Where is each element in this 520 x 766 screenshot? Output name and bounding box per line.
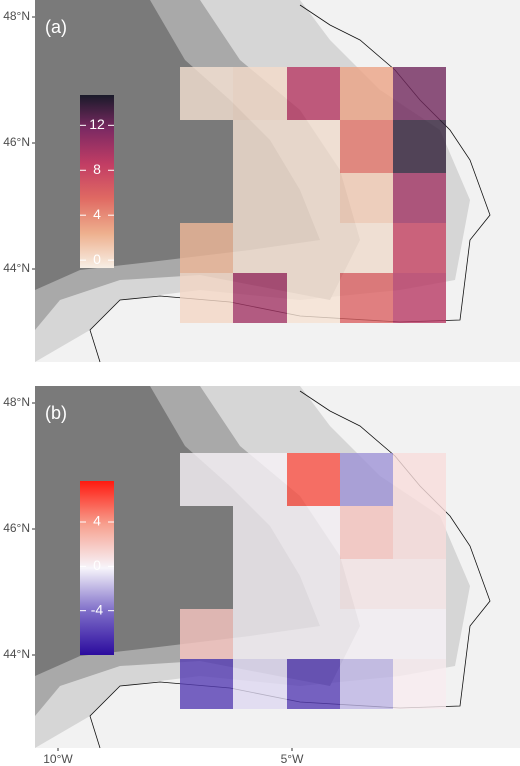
coastline — [89, 390, 491, 749]
grid-cell — [233, 120, 287, 173]
grid-cell — [233, 659, 287, 709]
grid-cell — [180, 659, 233, 709]
grid-cell — [393, 453, 446, 506]
colorbar-tick-label: 4 — [93, 206, 101, 222]
lat-tick-label: 48°N — [3, 395, 30, 409]
colorbar-tick-label: 0 — [93, 557, 101, 573]
grid-cell — [393, 223, 446, 273]
colorbar-bar — [80, 95, 114, 268]
panel-label: (a) — [45, 17, 67, 37]
grid-cell — [393, 67, 446, 120]
grid-cell — [180, 223, 233, 273]
grid-cell — [340, 506, 393, 559]
grid-cell — [180, 609, 233, 659]
colorbar: -4 0 4 — [80, 481, 114, 655]
grid-cell — [287, 173, 340, 223]
lat-tick-label: 44°N — [3, 261, 30, 275]
lon-tick-label: 5°W — [281, 752, 304, 766]
grid-cell — [233, 559, 287, 609]
grid-cell — [393, 120, 446, 173]
grid-cell — [393, 609, 446, 659]
grid-cell — [340, 67, 393, 120]
colorbar-bar — [80, 481, 114, 655]
lat-tick-label: 44°N — [3, 647, 30, 661]
grid-cell — [180, 453, 233, 506]
grid-cell — [340, 273, 393, 323]
grid-cell — [287, 559, 340, 609]
grid-cell — [340, 609, 393, 659]
grid-cell — [340, 173, 393, 223]
grid-cell — [340, 453, 393, 506]
grid-cell — [393, 506, 446, 559]
grid-cell — [340, 120, 393, 173]
colorbar-tick-label: 8 — [93, 161, 101, 177]
lon-tick-label: 10°W — [43, 752, 73, 766]
grid-cell — [287, 609, 340, 659]
map-panel: (b) — [35, 386, 520, 749]
colorbar-tick-label: 12 — [89, 116, 105, 132]
colorbar-tick-label: 4 — [93, 513, 101, 529]
colorbar-tick-label: 0 — [93, 251, 101, 267]
grid-cell — [233, 609, 287, 659]
lat-tick-label: 48°N — [3, 9, 30, 23]
panel-label: (b) — [45, 403, 67, 423]
grid-cell — [340, 559, 393, 609]
grid-cell — [233, 173, 287, 223]
grid-cell — [340, 223, 393, 273]
grid-cell — [287, 273, 340, 323]
grid-cell — [287, 506, 340, 559]
grid-cell — [180, 273, 233, 323]
grid-cell — [287, 223, 340, 273]
colorbar-tick-label: -4 — [91, 601, 104, 617]
grid-cell — [393, 659, 446, 709]
coastline — [89, 4, 491, 363]
grid-cell — [393, 559, 446, 609]
grid-cell — [340, 659, 393, 709]
colorbar: 0 4 8 12 — [80, 95, 114, 268]
grid-cell — [287, 453, 340, 506]
grid-cell — [180, 67, 233, 120]
grid-cell — [287, 120, 340, 173]
grid-cell — [233, 273, 287, 323]
grid-cell — [393, 173, 446, 223]
grid-cell — [233, 453, 287, 506]
grid-cell — [233, 223, 287, 273]
lat-tick-label: 46°N — [3, 521, 30, 535]
grid-cell — [233, 67, 287, 120]
grid-cell — [287, 67, 340, 120]
grid-cell — [393, 273, 446, 323]
lat-tick-label: 46°N — [3, 135, 30, 149]
grid-cell — [233, 506, 287, 559]
map-panel: (a) — [35, 0, 520, 363]
grid-cell — [287, 659, 340, 709]
